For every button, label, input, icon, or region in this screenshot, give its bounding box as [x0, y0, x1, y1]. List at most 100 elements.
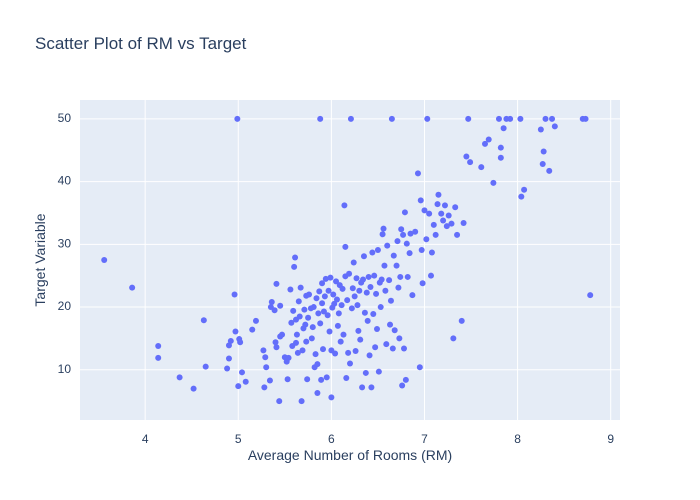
data-point	[297, 284, 304, 291]
data-point	[384, 242, 391, 249]
data-point	[377, 304, 384, 311]
data-point	[360, 253, 367, 260]
data-point	[342, 243, 349, 250]
data-point	[372, 344, 379, 351]
data-point	[428, 249, 435, 256]
data-point	[443, 223, 450, 230]
data-point	[346, 270, 353, 277]
data-point	[465, 115, 472, 122]
data-point	[200, 317, 207, 324]
data-point	[467, 159, 474, 166]
data-point	[306, 291, 313, 298]
data-point	[294, 349, 301, 356]
data-point	[344, 297, 351, 304]
data-point	[225, 355, 232, 362]
data-point	[190, 385, 197, 392]
data-point	[319, 300, 326, 307]
data-point	[232, 328, 239, 335]
data-point	[418, 246, 425, 253]
data-point	[328, 394, 335, 401]
data-point	[314, 390, 321, 397]
data-point	[340, 331, 347, 338]
gridlines	[80, 100, 620, 420]
data-point	[463, 153, 470, 160]
data-point	[320, 308, 327, 315]
data-point	[313, 295, 320, 302]
data-point	[355, 327, 362, 334]
data-point	[379, 231, 386, 238]
data-point	[321, 293, 328, 300]
y-tick-label: 20	[58, 299, 72, 313]
data-point	[421, 207, 428, 214]
data-point	[387, 297, 394, 304]
data-point	[518, 193, 525, 200]
data-point	[101, 257, 108, 263]
data-point	[417, 197, 424, 204]
data-point	[517, 115, 524, 122]
data-point	[303, 338, 310, 345]
chart-title: Scatter Plot of RM vs Target	[35, 34, 247, 53]
data-point	[587, 292, 594, 299]
data-point	[401, 345, 407, 352]
data-point	[374, 326, 380, 333]
data-point	[345, 349, 352, 356]
data-point	[351, 293, 358, 300]
data-point	[350, 259, 357, 266]
data-point	[409, 292, 416, 299]
x-tick-label: 9	[607, 432, 614, 446]
data-point	[277, 302, 284, 309]
data-point	[354, 302, 361, 309]
data-points	[101, 115, 594, 405]
y-tick-label: 10	[58, 362, 72, 376]
x-tick-label: 5	[235, 432, 242, 446]
data-point	[388, 115, 395, 122]
data-point	[237, 339, 244, 346]
data-point	[317, 115, 324, 122]
data-point	[301, 306, 308, 313]
data-point	[325, 287, 332, 294]
data-point	[155, 342, 162, 349]
data-point	[324, 312, 331, 319]
data-point	[315, 310, 322, 317]
data-point	[373, 290, 380, 297]
data-point	[441, 202, 448, 209]
data-point	[331, 300, 338, 307]
data-point	[341, 202, 348, 209]
data-point	[347, 360, 353, 367]
data-point	[335, 310, 342, 317]
data-point	[129, 284, 136, 291]
x-tick-label: 7	[421, 432, 428, 446]
data-point	[224, 365, 231, 372]
data-point	[367, 283, 374, 290]
data-point	[295, 298, 302, 305]
data-point	[485, 136, 492, 143]
data-point	[438, 210, 445, 217]
data-point	[332, 350, 339, 357]
data-point	[322, 275, 329, 282]
data-point	[356, 287, 363, 294]
y-tick-label: 50	[58, 111, 72, 125]
data-point	[296, 313, 303, 320]
data-point	[426, 210, 433, 217]
data-point	[348, 305, 355, 312]
data-point	[440, 217, 447, 224]
data-point	[291, 263, 298, 270]
data-point	[316, 288, 323, 295]
data-point	[314, 361, 321, 368]
data-point	[261, 384, 268, 391]
data-point	[454, 231, 461, 238]
data-point	[366, 352, 373, 359]
data-point	[389, 345, 396, 352]
data-point	[432, 231, 439, 238]
data-point	[364, 317, 371, 324]
data-point	[537, 126, 544, 133]
data-point	[430, 221, 437, 228]
data-point	[293, 331, 300, 338]
data-point	[386, 277, 393, 284]
tick-labels: 4 5 6 7 8 9 10 20 30 40 50	[58, 111, 615, 446]
data-point	[308, 335, 315, 342]
data-point	[406, 250, 413, 257]
data-point	[357, 336, 364, 343]
